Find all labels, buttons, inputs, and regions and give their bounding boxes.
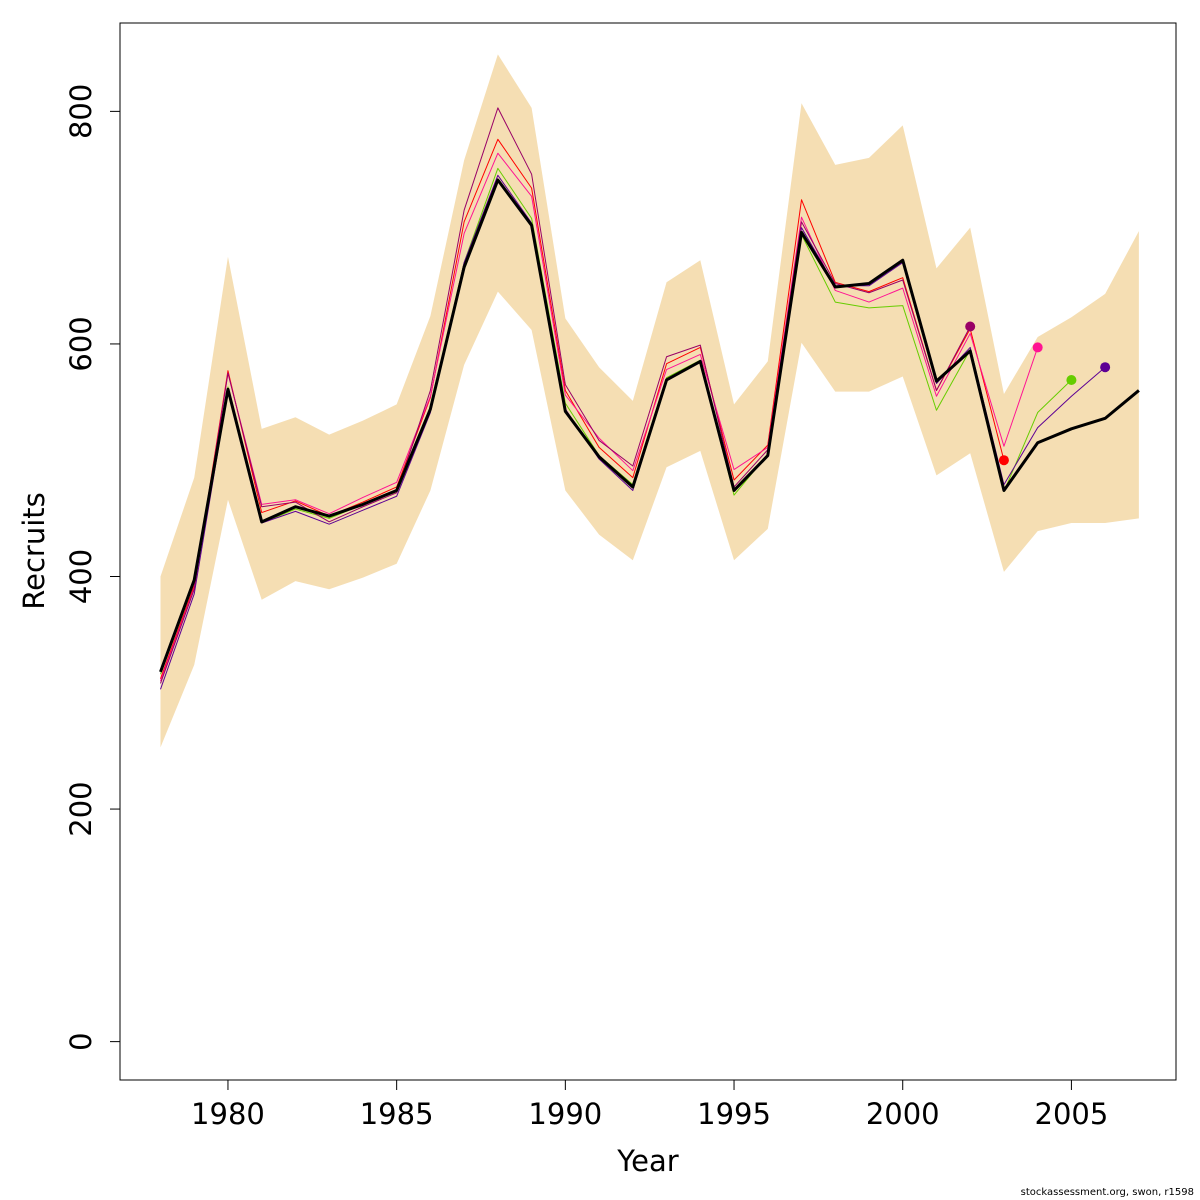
x-tick-label: 1985 <box>360 1097 434 1131</box>
series-end-point-4 <box>1100 362 1111 373</box>
y-axis: 0 200 400 600 800 <box>64 84 121 1051</box>
y-tick-label: 400 <box>64 549 98 604</box>
series-end-point-5 <box>965 321 976 332</box>
x-tick-label: 1990 <box>528 1097 602 1131</box>
y-tick-label: 200 <box>64 781 98 836</box>
x-axis: 1980 1985 1990 1995 2000 2005 <box>191 1079 1109 1131</box>
y-tick-label: 800 <box>64 84 98 139</box>
x-axis-title: Year <box>616 1144 678 1178</box>
series-line-1 <box>160 138 1005 679</box>
y-axis-title: Recruits <box>17 492 51 609</box>
confidence-band <box>160 54 1139 748</box>
series-end-point-3 <box>1066 374 1077 385</box>
footer-credit: stockassessment.org, swon, r1598 <box>1020 1187 1194 1198</box>
series-end-markers <box>965 321 1111 466</box>
x-tick-label: 1995 <box>697 1097 771 1131</box>
series-line-5 <box>160 107 971 684</box>
series-lines <box>159 107 1140 690</box>
confidence-band-area <box>160 54 1139 748</box>
series-line-final <box>159 178 1140 673</box>
series-line-2 <box>160 152 1039 682</box>
series-end-point-1 <box>998 455 1009 466</box>
y-tick-label: 0 <box>64 1032 98 1050</box>
x-tick-label: 1980 <box>191 1097 265 1131</box>
y-tick-label: 600 <box>64 316 98 371</box>
x-tick-label: 2000 <box>866 1097 940 1131</box>
x-tick-label: 2005 <box>1035 1097 1109 1131</box>
series-end-point-2 <box>1032 342 1043 353</box>
